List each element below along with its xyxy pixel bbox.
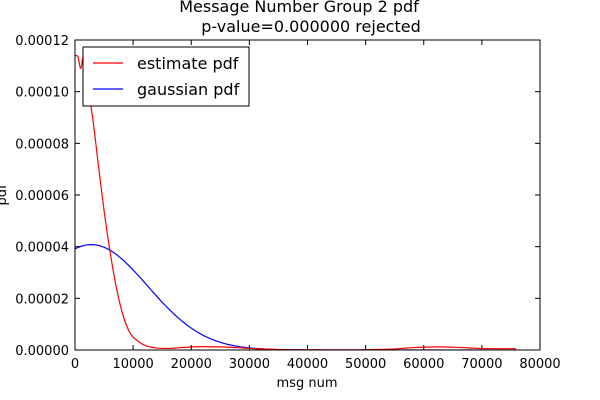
y-tick-label: 0.00008 [15,137,69,152]
legend-box [82,46,250,107]
x-tick-label: 70000 [461,357,502,372]
x-axis-label: msg num [277,376,338,391]
y-tick-label: 0.00012 [15,34,69,49]
x-tick-label: 10000 [112,357,153,372]
series-line-estimate-pdf [75,54,517,350]
x-tick-label: 40000 [287,357,328,372]
y-axis-label: pdf [0,184,10,206]
legend-label-gaussian: gaussian pdf [137,80,240,99]
y-tick-label: 0.00002 [15,292,69,307]
y-tick-label: 0.00010 [15,86,69,101]
chart-title-line-2: p-value=0.000000 rejected [201,17,420,36]
x-tick-label: 20000 [171,357,212,372]
x-tick-label: 0 [71,357,79,372]
x-tick-label: 50000 [345,357,386,372]
legend: estimate pdf gaussian pdf [82,46,250,107]
x-tick-label: 30000 [229,357,270,372]
y-tick-label: 0.00004 [15,241,69,256]
legend-label-estimate: estimate pdf [137,54,239,73]
chart-title-line-1: Message Number Group 2 pdf [179,0,419,16]
y-tick-label: 0.00000 [15,344,69,359]
y-tick-label: 0.00006 [15,189,69,204]
x-tick-label: 80000 [519,357,560,372]
x-tick-label: 60000 [403,357,444,372]
